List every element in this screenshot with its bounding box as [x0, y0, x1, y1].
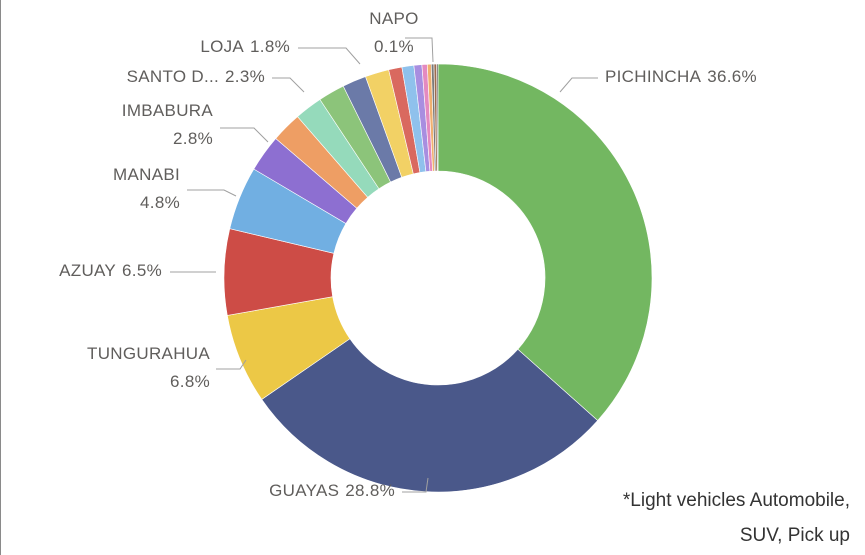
data-label: LOJA 1.8%: [200, 37, 290, 56]
data-label: TUNGURAHUA 6.8%: [87, 344, 210, 391]
value-label: 0.1%: [374, 37, 414, 56]
leader-line: [402, 477, 429, 493]
category-label: NAPO: [369, 9, 418, 28]
data-label: IMBABURA 2.8%: [122, 101, 214, 148]
data-label: PICHINCHA 36.6%: [605, 67, 757, 86]
value-label: 4.8%: [140, 193, 180, 212]
footnote: SUV, Pick up: [740, 525, 850, 546]
category-label: PICHINCHA: [605, 67, 702, 86]
value-label: 6.5%: [122, 261, 162, 280]
category-label: MANABI: [113, 165, 180, 184]
leader-line: [272, 77, 305, 93]
value-label: 2.3%: [225, 67, 265, 86]
category-label: AZUAY: [59, 261, 116, 280]
category-label: GUAYAS: [269, 481, 339, 500]
leader-line: [405, 37, 434, 63]
leader-line: [298, 47, 361, 65]
leader-line: [559, 77, 598, 93]
category-label: IMBABURA: [122, 101, 214, 120]
value-label: 6.8%: [170, 372, 210, 391]
donut-slice: [437, 63, 653, 421]
leader-line: [220, 127, 269, 143]
data-label: AZUAY 6.5%: [59, 261, 162, 280]
value-label: 2.8%: [173, 129, 213, 148]
donut-slice: [436, 63, 439, 172]
value-label: 28.8%: [345, 481, 395, 500]
category-label: LOJA: [200, 37, 244, 56]
leader-line: [187, 189, 237, 197]
footnote: *Light vehicles Automobile,: [623, 490, 850, 511]
value-label: 1.8%: [250, 37, 290, 56]
data-label: MANABI 4.8%: [113, 165, 180, 212]
donut-slice: [261, 338, 599, 493]
value-label: 36.6%: [707, 67, 757, 86]
data-label: SANTO D... 2.3%: [127, 67, 265, 86]
data-label: NAPO 0.1%: [369, 9, 418, 56]
data-label: GUAYAS 28.8%: [269, 481, 395, 500]
category-label: TUNGURAHUA: [87, 344, 210, 363]
leader-line: [216, 359, 247, 370]
category-label: SANTO D...: [127, 67, 219, 86]
